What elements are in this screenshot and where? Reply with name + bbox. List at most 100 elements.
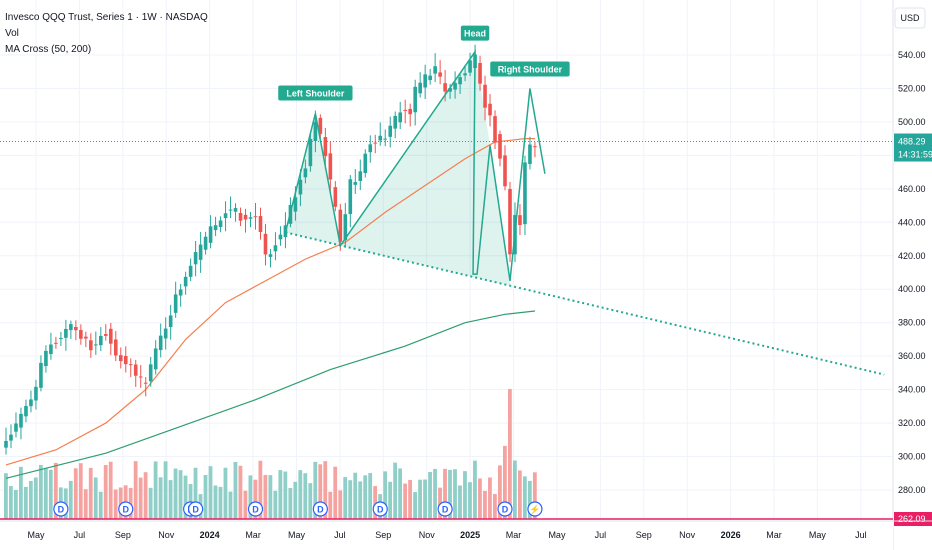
dividend-marker[interactable]: D: [53, 501, 69, 517]
candle-body: [89, 340, 93, 351]
price-tick-label: 500.00: [898, 117, 926, 127]
volume-bar: [193, 467, 198, 519]
candle: [483, 75, 487, 121]
volume-bar: [303, 473, 308, 519]
ma200-line: [5, 310, 536, 479]
volume-bar: [23, 486, 28, 519]
candle: [353, 169, 358, 194]
volume-bar: [253, 479, 258, 519]
time-tick-label: Sep: [636, 530, 652, 540]
candle-body: [348, 179, 353, 214]
candle-body: [383, 138, 388, 140]
candle: [243, 208, 248, 233]
dividend-marker[interactable]: D: [118, 501, 134, 517]
candle-body: [59, 338, 63, 340]
volume-bar: [393, 462, 398, 519]
candle: [223, 201, 228, 232]
candle-body: [74, 326, 78, 331]
candle: [493, 110, 497, 150]
candle-body: [253, 216, 258, 218]
time-tick-label: 2024: [200, 530, 220, 540]
candle: [89, 333, 93, 358]
candle: [203, 231, 208, 255]
volume-bar: [443, 468, 447, 519]
candle-body: [208, 226, 213, 243]
volume-bar: [48, 469, 53, 519]
candle: [348, 175, 353, 228]
candle-body: [39, 362, 43, 388]
event-markers[interactable]: DDDDDDDDD⚡: [53, 501, 543, 517]
ma-cross-indicator-label[interactable]: MA Cross (50, 200): [5, 44, 92, 55]
event-circle: [312, 501, 328, 517]
time-tick-label: Jul: [334, 530, 346, 540]
earnings-marker[interactable]: ⚡: [527, 501, 543, 517]
candle: [358, 159, 363, 191]
time-axis[interactable]: May Jul Sep Nov 2024 Mar May Jul Sep Nov 2025 Mar Ma…: [0, 520, 932, 550]
volume-bar: [148, 487, 153, 519]
candle: [34, 379, 38, 410]
dividend-marker[interactable]: D: [372, 501, 388, 517]
time-tick-label: May: [27, 530, 45, 540]
candle: [533, 142, 537, 158]
candle-body: [378, 135, 383, 141]
candle-body: [143, 382, 148, 384]
volume-bar: [353, 472, 358, 519]
volume-bar: [218, 486, 223, 519]
candle: [233, 203, 238, 222]
time-tick-label: Sep: [115, 530, 131, 540]
candle-body: [104, 334, 108, 336]
candle-body: [228, 209, 233, 211]
head-shoulders-pattern[interactable]: [284, 49, 885, 376]
candle-body: [273, 245, 278, 252]
currency-label: USD: [900, 13, 920, 23]
volume-bar: [318, 464, 323, 519]
volume-bar: [173, 468, 178, 519]
candle-body: [358, 171, 363, 181]
candle-body: [94, 344, 98, 346]
candle: [158, 323, 163, 358]
candle-body: [183, 276, 188, 287]
volume-bar: [298, 470, 303, 519]
candle: [248, 211, 253, 228]
volume-bar: [98, 491, 103, 519]
candle-body: [313, 121, 318, 141]
volume-bar: [108, 461, 113, 519]
volume-bar: [522, 476, 527, 519]
pattern-shade: [285, 51, 510, 286]
volume-bar: [38, 464, 43, 519]
dividend-marker[interactable]: D: [188, 501, 204, 517]
price-tick-label: 320.00: [898, 418, 926, 428]
dividend-marker[interactable]: D: [437, 501, 453, 517]
candle-body: [438, 72, 442, 77]
candle-body: [258, 216, 263, 233]
left-shoulder-label-box: [278, 85, 353, 101]
volume-bar: [373, 486, 378, 519]
volume-bar: [323, 461, 328, 519]
candle-body: [278, 234, 283, 240]
vol-indicator-label[interactable]: Vol: [5, 28, 19, 39]
dividend-marker[interactable]: D: [247, 501, 264, 517]
dividend-marker[interactable]: D: [497, 501, 513, 517]
candle-body: [163, 328, 168, 339]
volume-bar: [448, 469, 452, 519]
candle-body: [338, 209, 343, 242]
candle-body: [463, 73, 467, 76]
ma50-line: [5, 138, 535, 466]
dividend-marker[interactable]: D: [312, 501, 328, 517]
candle-body: [213, 225, 218, 231]
candle-body: [84, 336, 88, 339]
symbol-title[interactable]: Invesco QQQ Trust, Series 1 · 1W · NASDA…: [5, 12, 208, 23]
candle-body: [148, 364, 153, 382]
candle-body: [168, 315, 173, 328]
event-circle: [118, 501, 134, 517]
volume-bar: [168, 480, 173, 519]
candle: [74, 320, 78, 341]
candle: [508, 181, 512, 263]
candle: [238, 207, 243, 227]
candle-body: [268, 254, 273, 257]
candle-body: [64, 328, 68, 338]
candle: [478, 55, 482, 91]
candle: [153, 340, 158, 375]
